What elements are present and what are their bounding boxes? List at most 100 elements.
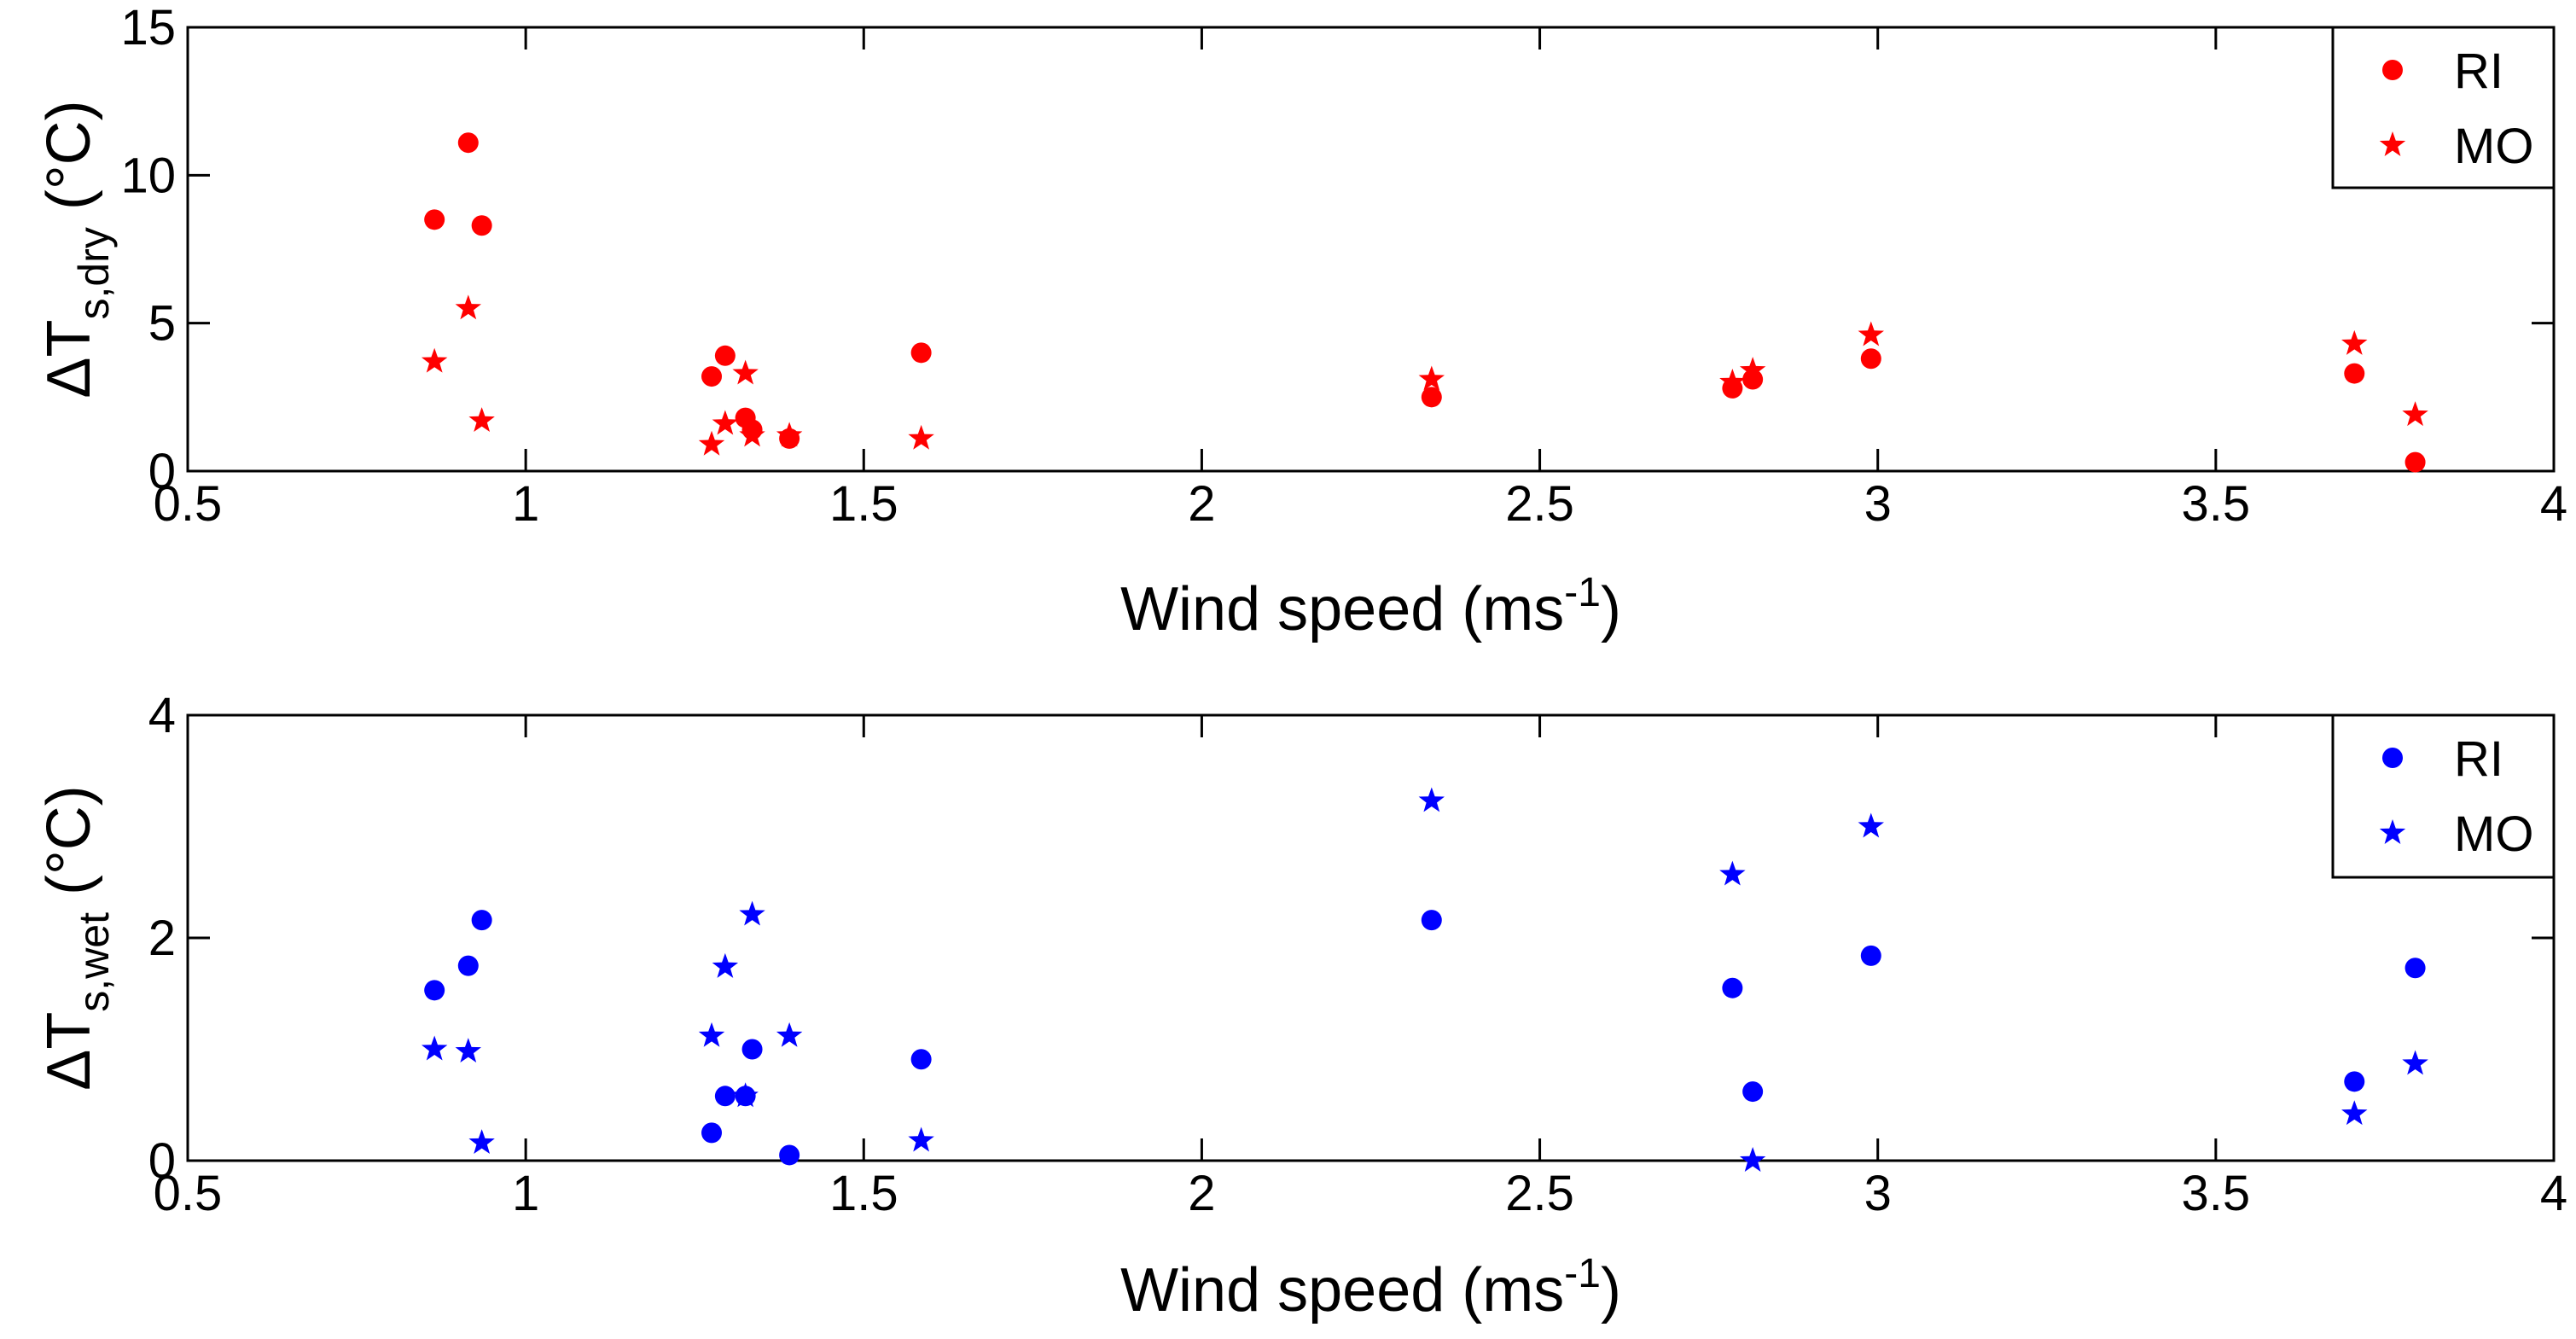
- dry-x-tick-label: 3.5: [2182, 476, 2251, 532]
- wet-ri-point: [1860, 945, 1881, 966]
- dry-ri-point: [2404, 451, 2426, 473]
- wet-x-tick-label: 2.5: [1505, 1166, 1574, 1221]
- wet-ri-point: [1742, 1081, 1764, 1103]
- dry-legend-label-ri: RI: [2454, 44, 2503, 99]
- wet-mo-point: [712, 952, 739, 978]
- wet-mo-point: [468, 1129, 495, 1155]
- dry-mo-point: [732, 359, 759, 385]
- wet-mo-point: [1418, 787, 1445, 812]
- wet-x-tick-label: 2: [1188, 1166, 1215, 1221]
- wet-mo-point: [908, 1127, 934, 1152]
- wet-mo-point: [698, 1022, 725, 1047]
- dry-ri-point: [424, 209, 445, 230]
- dry-mo-point: [1858, 321, 1885, 346]
- dry-mo-point: [455, 294, 482, 320]
- dry-x-tick-label: 2: [1188, 476, 1215, 532]
- wet-mo-point: [2341, 1100, 2368, 1126]
- wet-mo-point: [776, 1022, 803, 1047]
- dry-ri-point: [1421, 387, 1442, 408]
- dry-axes-frame: [186, 26, 2556, 473]
- wet-legend-marker-mo: [2379, 819, 2406, 844]
- wet-ri-point: [701, 1122, 723, 1144]
- wet-ri-point: [714, 1086, 736, 1107]
- wet-y-tick-label: 4: [148, 688, 176, 743]
- wet-y-tick-label: 0: [148, 1133, 176, 1189]
- wet-mo-point: [1858, 812, 1885, 838]
- dry-mo-point: [739, 422, 765, 447]
- dry-ri-point: [457, 132, 479, 154]
- wet-x-tick-label: 1: [512, 1166, 539, 1221]
- dry-mo-point: [2341, 329, 2368, 355]
- wet-ri-point: [424, 980, 445, 1001]
- dry-ri-point: [2344, 363, 2365, 384]
- dry-y-tick-label: 10: [120, 148, 176, 203]
- dry-mo-point: [908, 424, 934, 450]
- wet-ri-point: [910, 1049, 932, 1070]
- dry-mo-point: [421, 347, 448, 373]
- dry-legend-label-mo: MO: [2454, 119, 2533, 174]
- wet-ri-point: [1722, 977, 1743, 998]
- wet-x-tick-label: 1.5: [829, 1166, 898, 1221]
- dry-legend-marker-mo: [2379, 131, 2406, 156]
- wet-mo-point: [1719, 860, 1746, 886]
- dry-y-tick-label: 0: [148, 444, 176, 499]
- dry-ri-point: [910, 342, 932, 364]
- wet-y-axis-label: ΔTs,wet (°C): [35, 785, 118, 1091]
- wet-axes-frame: [186, 713, 2556, 1162]
- wet-x-tick-label: 3: [1864, 1166, 1892, 1221]
- dry-ri-point: [701, 366, 723, 387]
- dry-ri-point: [714, 345, 736, 366]
- wet-legend-label-ri: RI: [2454, 731, 2503, 787]
- dry-x-tick-label: 2.5: [1505, 476, 1574, 532]
- dry-x-tick-label: 4: [2540, 476, 2567, 532]
- dry-mo-point: [712, 410, 739, 435]
- wet-legend-box: [2331, 713, 2556, 879]
- wet-x-axis-label: Wind speed (ms-1): [1120, 1251, 1621, 1324]
- dry-legend-marker-ri: [2382, 60, 2403, 80]
- dry-mo-point: [468, 407, 495, 433]
- dry-legend-box: [2331, 26, 2556, 189]
- dry-ri-point: [471, 215, 492, 236]
- dry-mo-point: [1719, 369, 1746, 393]
- wet-ri-point: [2404, 958, 2426, 979]
- wet-ri-point: [2344, 1071, 2365, 1092]
- dry-y-tick-label: 5: [148, 296, 176, 352]
- dry-x-tick-label: 0.5: [154, 476, 223, 532]
- wet-ri-point: [471, 910, 492, 931]
- wet-x-tick-label: 3.5: [2182, 1166, 2251, 1221]
- wet-series-ri: [424, 910, 2426, 1166]
- wet-x-tick-label: 4: [2540, 1166, 2567, 1221]
- wet-ri-point: [1421, 910, 1442, 931]
- dry-x-axis-label: Wind speed (ms-1): [1120, 570, 1621, 643]
- wet-mo-point: [455, 1038, 482, 1063]
- wet-ri-point: [779, 1144, 800, 1166]
- dry-mo-point: [2402, 401, 2428, 427]
- wet-legend-label-mo: MO: [2454, 806, 2533, 862]
- wet-mo-point: [421, 1035, 448, 1061]
- wet-series-mo: [421, 787, 2428, 1172]
- dry-x-tick-label: 1: [512, 476, 539, 532]
- dry-y-axis-label: ΔTs,dry (°C): [35, 100, 118, 398]
- wet-mo-point: [2402, 1050, 2428, 1075]
- dry-x-tick-label: 1.5: [829, 476, 898, 532]
- dry-legend: RI MO: [2331, 26, 2556, 189]
- wet-ri-point: [741, 1039, 763, 1060]
- wet-mo-point: [732, 1082, 759, 1108]
- dry-y-tick-label: 15: [120, 0, 176, 55]
- wet-ri-point: [457, 955, 479, 976]
- dry-ri-point: [1860, 348, 1881, 370]
- wet-surface-plot: 0.5 1 1.5 2 2.5 3 3.5 4 0 2 4 Wind speed (ms-1) ΔTs,…: [35, 688, 2567, 1324]
- wet-legend-marker-ri: [2382, 748, 2403, 768]
- dry-series-mo: [421, 294, 2428, 456]
- dry-x-tick-label: 3: [1864, 476, 1892, 532]
- dry-mo-point: [698, 430, 725, 456]
- wet-y-tick-label: 2: [148, 911, 176, 966]
- dry-surface-plot: 0.5 1 1.5 2 2.5 3 3.5 4 0 5 10 15 Wind speed (ms-1) Δ…: [35, 0, 2567, 643]
- wet-x-tick-label: 0.5: [154, 1166, 223, 1221]
- wet-mo-point: [739, 900, 765, 926]
- dry-mo-point: [776, 422, 803, 447]
- dry-mo-point: [1739, 357, 1766, 382]
- wet-legend: RI MO: [2331, 713, 2556, 879]
- wet-mo-point: [1739, 1147, 1766, 1172]
